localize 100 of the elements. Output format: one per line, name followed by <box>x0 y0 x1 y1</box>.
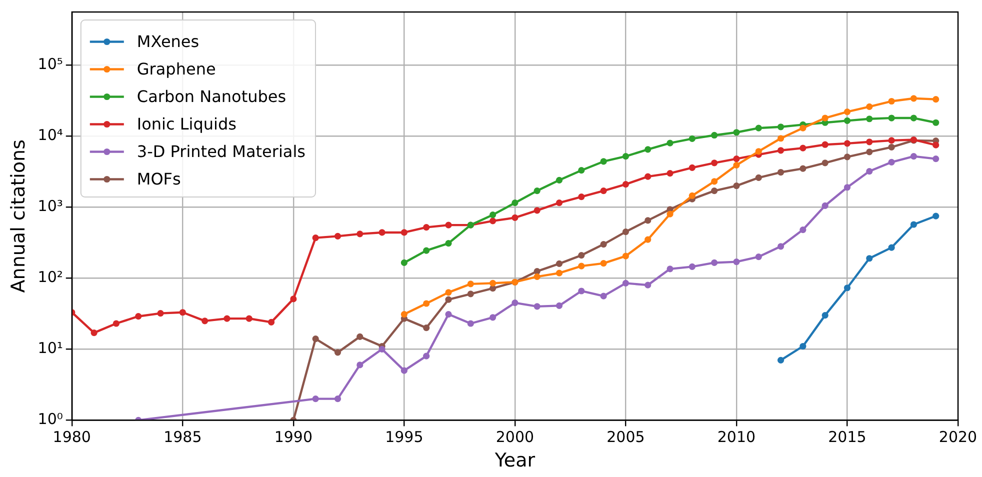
point <box>733 258 740 266</box>
x-tick-label: 1995 <box>385 428 424 446</box>
point <box>578 167 585 174</box>
point <box>755 124 762 132</box>
point <box>534 187 540 194</box>
point <box>800 226 806 234</box>
point <box>157 310 164 317</box>
point <box>688 192 696 199</box>
point <box>600 292 607 300</box>
point <box>688 135 696 142</box>
point <box>910 95 917 102</box>
point <box>467 280 474 288</box>
point <box>445 296 452 303</box>
point <box>688 164 696 171</box>
point <box>666 210 674 218</box>
point <box>910 153 917 160</box>
point <box>711 160 718 166</box>
point <box>534 273 540 280</box>
point <box>135 313 142 320</box>
legend-label: MOFs <box>136 169 181 188</box>
point <box>888 114 895 122</box>
point <box>644 146 652 153</box>
point <box>755 148 762 155</box>
y-tick-label: 10² <box>38 268 63 286</box>
point <box>423 352 430 360</box>
point <box>356 230 364 238</box>
point <box>334 349 342 356</box>
point <box>622 228 630 236</box>
point <box>910 114 917 122</box>
point <box>711 259 718 266</box>
point <box>578 288 585 294</box>
point <box>179 309 186 316</box>
point <box>844 284 851 292</box>
point <box>423 247 430 254</box>
point <box>777 243 784 250</box>
point <box>711 132 718 139</box>
point <box>733 155 740 162</box>
point <box>644 282 652 288</box>
point <box>866 103 873 110</box>
point <box>246 315 252 322</box>
point <box>800 165 806 172</box>
point <box>600 158 607 165</box>
y-tick-label: 10¹ <box>38 339 63 358</box>
point <box>688 263 696 270</box>
point <box>866 116 873 122</box>
point <box>622 153 630 160</box>
point <box>268 318 275 326</box>
point <box>866 138 873 146</box>
point <box>400 259 408 266</box>
point <box>666 266 674 272</box>
point <box>932 142 940 148</box>
point <box>777 124 784 130</box>
point <box>334 396 342 402</box>
y-tick-label: 10⁵ <box>38 55 63 74</box>
point <box>445 222 452 228</box>
point <box>400 367 408 374</box>
point <box>866 148 873 156</box>
point <box>400 310 408 318</box>
point <box>910 221 917 228</box>
y-tick-label: 10⁰ <box>38 410 63 428</box>
point <box>888 144 895 150</box>
point <box>644 173 652 180</box>
point <box>888 158 895 166</box>
y-tick-label: 10³ <box>38 197 63 216</box>
point <box>733 182 740 190</box>
point <box>755 174 762 181</box>
point <box>467 320 474 327</box>
point <box>334 232 342 240</box>
point <box>644 236 652 243</box>
point <box>844 140 851 147</box>
x-tick-label: 1990 <box>274 428 313 446</box>
point <box>202 318 208 324</box>
point <box>400 229 408 236</box>
point <box>312 396 319 402</box>
point <box>534 268 540 275</box>
x-tick-label: 2015 <box>828 428 866 446</box>
point <box>622 252 630 260</box>
point <box>534 207 540 214</box>
point <box>445 240 452 247</box>
x-tick-label: 2000 <box>496 428 534 446</box>
x-axis-title: Year <box>494 450 536 472</box>
point <box>600 187 607 194</box>
point <box>556 200 563 206</box>
point <box>445 310 452 318</box>
point <box>378 346 386 352</box>
point <box>844 184 851 191</box>
y-axis-title: Annual citations <box>7 140 30 293</box>
point <box>711 187 718 194</box>
point <box>622 180 630 188</box>
point <box>423 300 430 307</box>
point <box>490 218 496 224</box>
point <box>290 296 297 302</box>
point <box>755 253 762 260</box>
point <box>512 214 518 222</box>
point <box>800 124 806 132</box>
point <box>312 336 319 342</box>
legend-label: Ionic Liquids <box>136 114 236 134</box>
point <box>888 244 895 251</box>
point <box>822 160 828 166</box>
point <box>822 202 828 209</box>
